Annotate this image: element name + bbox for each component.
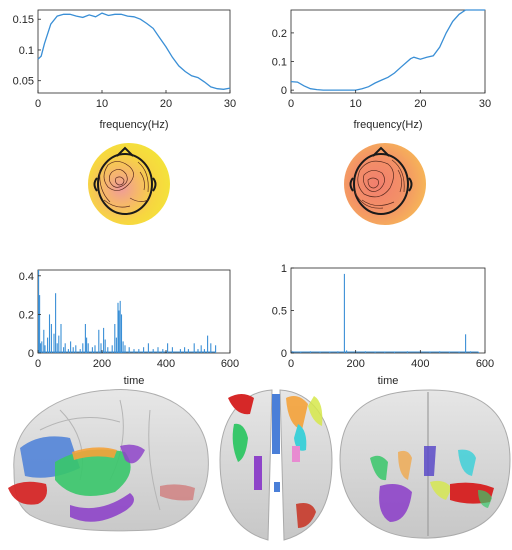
region-purple-2 [70,493,134,522]
brain-top-view [219,389,333,541]
topomap-disk [344,143,426,225]
region-green-post [370,455,388,481]
region-cyan [294,424,307,451]
region-yellow-post [430,480,452,500]
x-tick-label: 600 [476,358,494,370]
time-right-ticks: 0 200 400 600 0 0.5 1 [272,263,494,370]
y-tick-label: 0 [281,348,287,360]
region-green-top [232,423,248,462]
plot-frame [290,9,486,94]
head-outline [93,146,157,215]
spectrum-left-ticks: 0 10 20 30 0.05 0.1 0.15 [13,14,237,110]
time-right-plot: 0 200 400 600 0 0.5 1 time [272,263,494,387]
topomap-right [344,143,426,225]
y-tick-label: 0.1 [19,45,34,57]
brain-posterior-view [339,389,511,539]
brain-sulcus [39,399,161,511]
y-tick-label: 0.05 [13,76,34,88]
y-tick-label: 0.2 [19,309,34,321]
region-orange-post [398,450,412,480]
region-purple-post [379,484,412,522]
x-tick-label: 200 [346,358,364,370]
x-tick-label: 600 [221,358,239,370]
brain-right-hemisphere [279,389,333,541]
region-blue-post [424,446,436,476]
region-magenta [292,446,300,462]
x-axis-label: frequency(Hz) [99,119,168,131]
y-tick-label: 0.15 [13,14,34,26]
head-outline [349,146,413,215]
region-red-top [228,394,254,415]
region-yellow-green [308,396,323,426]
plot-frame [37,9,231,94]
x-tick-label: 20 [414,98,426,110]
region-orange-top [286,396,308,430]
y-tick-label: 0 [281,85,287,97]
x-tick-label: 30 [224,98,236,110]
x-tick-label: 0 [35,98,41,110]
brain-lateral-view [8,389,209,532]
time-left-ticks: 0 200 400 600 0 0.2 0.4 [19,271,239,370]
x-tick-label: 10 [96,98,108,110]
y-tick-label: 0.5 [272,306,287,318]
y-tick-label: 0 [28,348,34,360]
plot-frame [37,269,231,354]
contour-lines [354,159,405,209]
y-tick-label: 0.2 [272,28,287,40]
region-red-2 [160,484,195,501]
x-axis-label: frequency(Hz) [353,119,422,131]
x-tick-label: 0 [35,358,41,370]
x-tick-label: 0 [288,358,294,370]
region-cyan-post [458,449,476,476]
plot-frame [290,267,486,354]
x-tick-label: 30 [479,98,491,110]
y-tick-label: 0.1 [272,57,287,69]
region-blue-top [272,394,280,454]
spectrum-right-ticks: 0 10 20 30 0 0.1 0.2 [272,28,491,110]
spectrum-right-plot: 0 10 20 30 0 0.1 0.2 frequency(Hz) [272,9,491,131]
time-left-spikes [38,270,217,353]
time-left-plot: 0 200 400 600 0 0.2 0.4 time [19,269,239,387]
x-tick-label: 20 [160,98,172,110]
x-tick-label: 200 [93,358,111,370]
region-red-bottom [296,503,316,528]
x-tick-label: 0 [288,98,294,110]
region-orange [72,447,117,460]
spectrum-left-line [37,12,231,90]
time-right-spikes [291,273,480,353]
y-tick-label: 0.4 [19,271,34,283]
region-purple-top [254,456,262,490]
y-tick-label: 1 [281,263,287,275]
x-axis-label: time [378,375,399,387]
x-tick-label: 400 [157,358,175,370]
x-tick-label: 10 [350,98,362,110]
region-blue-small [274,482,280,492]
region-green [55,449,131,496]
x-tick-label: 400 [411,358,429,370]
region-green-post-2 [478,490,492,508]
contour-lines [99,161,149,208]
x-axis-label: time [124,375,145,387]
spectrum-right-line [290,9,485,91]
region-red-1 [8,481,47,505]
region-purple-1 [120,444,145,464]
spectrum-left-plot: 0 10 20 30 0.05 0.1 0.15 frequency(Hz) [13,9,237,131]
topomap-left [88,143,170,225]
